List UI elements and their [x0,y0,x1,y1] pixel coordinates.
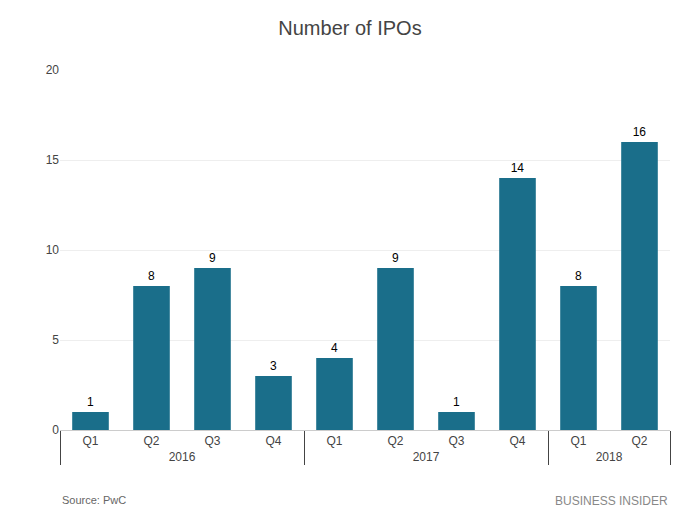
svg-text:8: 8 [575,269,582,283]
svg-text:Q1: Q1 [82,434,98,448]
svg-text:8: 8 [148,269,155,283]
svg-text:2017: 2017 [413,450,440,464]
svg-text:Q2: Q2 [387,434,403,448]
svg-text:1: 1 [453,395,460,409]
svg-text:2018: 2018 [596,450,623,464]
svg-text:Source: PwC: Source: PwC [62,494,126,506]
svg-text:0: 0 [52,423,59,437]
svg-text:14: 14 [511,161,525,175]
svg-text:16: 16 [633,125,647,139]
svg-text:Q4: Q4 [265,434,281,448]
svg-text:1: 1 [87,395,94,409]
svg-text:4: 4 [331,341,338,355]
svg-text:Q2: Q2 [631,434,647,448]
svg-text:9: 9 [209,251,216,265]
svg-text:5: 5 [52,333,59,347]
svg-text:Q1: Q1 [570,434,586,448]
svg-text:3: 3 [270,359,277,373]
svg-text:Q3: Q3 [448,434,464,448]
svg-text:Q2: Q2 [143,434,159,448]
svg-text:2016: 2016 [169,450,196,464]
svg-text:BUSINESS INSIDER: BUSINESS INSIDER [555,494,668,508]
svg-text:Number of IPOs: Number of IPOs [278,17,421,39]
svg-text:Q3: Q3 [204,434,220,448]
svg-text:10: 10 [46,243,60,257]
svg-text:15: 15 [46,153,60,167]
svg-text:Q1: Q1 [326,434,342,448]
svg-text:Q4: Q4 [509,434,525,448]
svg-text:9: 9 [392,251,399,265]
svg-text:20: 20 [46,63,60,77]
